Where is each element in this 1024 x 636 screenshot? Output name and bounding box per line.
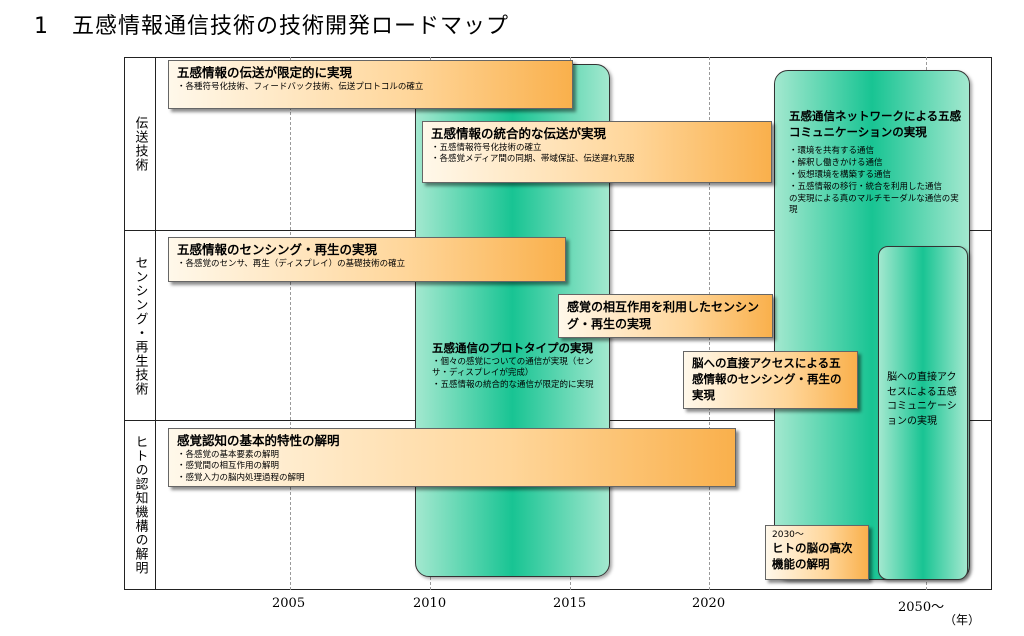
box-item: ・感覚間の相互作用の解明 — [177, 461, 280, 472]
prototype-text: 五感通信のプロトタイプの実現 ・個々の感覚についての通信が実現（センサ・ディスプ… — [432, 341, 604, 392]
row-label-text: センシング・再生技術 — [132, 255, 148, 396]
network-text: 五感通信ネットワークによる五感コミュニケーションの実現 ・環境を共有する通信 ・… — [789, 109, 963, 217]
prototype-item: ・個々の感覚についての通信が実現（センサ・ディスプレイが完成） — [432, 356, 594, 379]
label-column-divider — [155, 57, 156, 590]
box-title: 五感情報の統合的な伝送が実現 — [431, 126, 607, 141]
roadmap-frame — [124, 57, 992, 590]
network-item: ・五感情報の移行・統合を利用した通信 — [789, 181, 943, 192]
gridline-2005 — [290, 57, 291, 590]
page-title: 1 五感情報通信技術の技術開発ロードマップ — [34, 14, 509, 39]
box-title: 感覚の相互作用を利用したセンシング・再生の実現 — [567, 300, 760, 331]
box-title: ヒトの脳の高次機能の解明 — [772, 541, 853, 571]
transmission-limited-box: 五感情報の伝送が限定的に実現 ・各種符号化技術、フィードバック技術、伝送プロトコ… — [168, 60, 573, 109]
brain-higher-box: 2030〜 ヒトの脳の高次機能の解明 — [765, 525, 869, 580]
x-tick-label: 2010 — [413, 596, 447, 611]
box-title: 五感情報のセンシング・再生の実現 — [177, 242, 378, 257]
network-item: ・仮想環境を構築する通信 — [789, 169, 892, 180]
box-title: 脳への直接アクセスによる五感情報のセンシング・再生の実現 — [692, 356, 842, 402]
box-item: ・各感覚のセンサ、再生（ディスプレイ）の基礎技術の確立 — [177, 258, 406, 269]
row-label-transmission: 伝送技術 — [126, 58, 154, 230]
prototype-title: 五感通信のプロトタイプの実現 — [432, 341, 593, 355]
x-tick-label: 2015 — [553, 596, 587, 611]
x-tick-label: 2020 — [692, 596, 726, 611]
box-item: ・各感覚の基本要素の解明 — [177, 449, 280, 460]
x-tick-label: 2050〜 — [898, 600, 945, 615]
box-title: 感覚認知の基本的特性の解明 — [177, 433, 340, 448]
box-year: 2030〜 — [772, 530, 804, 540]
brain-comm-text: 脳への直接アクセスによる五感コミュニケーションの実現 — [887, 372, 957, 427]
row-label-sensing: センシング・再生技術 — [126, 231, 154, 420]
box-item: ・各感覚メディア間の同期、帯域保証、伝送遅れ克服 — [431, 154, 635, 165]
box-item: ・五感情報符号化技術の確立 — [431, 142, 542, 153]
box-item: ・感覚入力の脳内処理過程の解明 — [177, 472, 305, 483]
row-label-text: 伝送技術 — [132, 116, 148, 172]
cognition-basic-box: 感覚認知の基本的特性の解明 ・各感覚の基本要素の解明 ・感覚間の相互作用の解明 … — [168, 428, 736, 487]
transmission-integrated-box: 五感情報の統合的な伝送が実現 ・五感情報符号化技術の確立 ・各感覚メディア間の同… — [422, 121, 772, 183]
network-title: 五感通信ネットワークによる五感コミュニケーションの実現 — [789, 109, 962, 139]
x-tick-label: 2005 — [272, 596, 306, 611]
brain-sensing-box: 脳への直接アクセスによる五感情報のセンシング・再生の実現 — [683, 351, 858, 409]
network-item: ・解釈し働きかける通信 — [789, 157, 883, 168]
sensing-interaction-box: 感覚の相互作用を利用したセンシング・再生の実現 — [558, 294, 773, 338]
x-axis-unit: （年） — [944, 613, 981, 627]
sensing-basic-box: 五感情報のセンシング・再生の実現 ・各感覚のセンサ、再生（ディスプレイ）の基礎技… — [168, 237, 566, 282]
prototype-item: ・五感情報の統合的な通信が限定的に実現 — [432, 380, 594, 391]
row-label-cognition: ヒトの認知機構の解明 — [126, 421, 154, 589]
box-title: 五感情報の伝送が限定的に実現 — [177, 65, 353, 80]
brain-comm-bar: 脳への直接アクセスによる五感コミュニケーションの実現 — [878, 246, 968, 580]
box-item: ・各種符号化技術、フィードバック技術、伝送プロトコルの確立 — [177, 81, 424, 92]
network-footer: の実現による真のマルチモーダルな通信の実現 — [789, 193, 959, 216]
network-item: ・環境を共有する通信 — [789, 146, 875, 157]
row-label-text: ヒトの認知機構の解明 — [132, 435, 148, 575]
